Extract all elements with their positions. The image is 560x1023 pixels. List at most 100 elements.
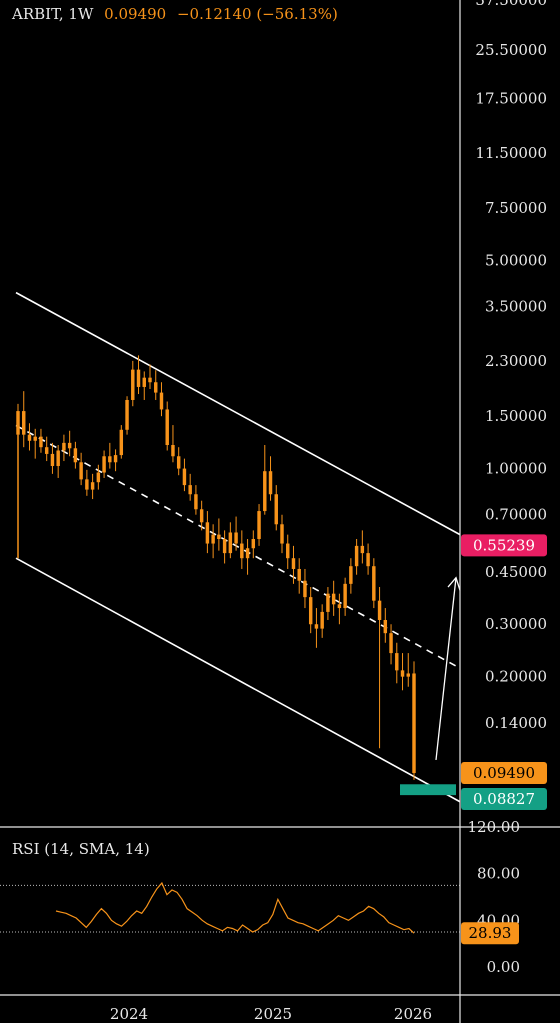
candle-body <box>240 543 244 559</box>
rsi-tick-label: 0.00 <box>487 958 520 976</box>
price-tick-label: 0.30000 <box>485 615 547 633</box>
candle-body <box>234 532 238 544</box>
candle-body <box>263 471 267 512</box>
candle-body <box>257 511 261 540</box>
time-tick-label: 2025 <box>254 1005 292 1023</box>
candle-body <box>286 543 290 559</box>
candle-body <box>268 471 273 495</box>
candle-body <box>366 553 370 567</box>
candle-body <box>50 453 55 467</box>
candle-body <box>85 479 89 490</box>
channel-mid-line <box>15 424 461 669</box>
time-axis: 2024 2025 2026 <box>110 1005 432 1023</box>
rsi-line <box>55 881 415 934</box>
candle-body <box>27 434 32 441</box>
candle-body <box>136 369 141 387</box>
candle-body <box>343 583 347 609</box>
candle-body <box>56 450 60 467</box>
support-zone <box>400 784 456 796</box>
candle-body <box>291 558 296 569</box>
candle-body <box>16 411 20 435</box>
price-tick-label: 5.00000 <box>485 252 547 270</box>
price-badge-label: 0.55239 <box>473 536 535 554</box>
chart-header: ARBIT, 1W 0.09490 −0.12140 (−56.13%) <box>12 5 338 23</box>
candle-body <box>320 611 324 629</box>
price-badge-label: 0.09490 <box>473 764 535 782</box>
candle-body <box>331 593 336 605</box>
candle-body <box>217 534 221 540</box>
candle-body <box>182 468 187 486</box>
candle-body <box>188 485 192 495</box>
candle-body <box>412 673 416 774</box>
candle-body <box>245 548 250 559</box>
channel-upper-line <box>15 291 461 536</box>
candle-body <box>119 429 124 456</box>
candle-body <box>383 620 388 634</box>
candle-body <box>372 566 376 601</box>
candle-body <box>62 442 66 451</box>
candle-body <box>165 409 169 446</box>
candle-body <box>90 482 95 490</box>
candle-body <box>67 442 72 449</box>
candle-body <box>297 568 301 581</box>
rsi-title: RSI (14, SMA, 14) <box>12 840 150 858</box>
candle-body <box>199 509 204 523</box>
candle-body <box>389 633 393 654</box>
candle-body <box>33 436 37 441</box>
last-price: 0.09490 <box>104 5 167 23</box>
candle-body <box>131 369 135 400</box>
candle-body <box>406 673 410 677</box>
symbol-label: ARBIT, 1W <box>12 5 94 23</box>
projection-arrow-head <box>447 576 461 591</box>
price-tick-label: 17.50000 <box>475 90 547 108</box>
candle-body <box>79 462 83 480</box>
candle-body <box>326 593 330 612</box>
price-change: −0.12140 (−56.13%) <box>176 5 338 23</box>
candle-body <box>349 566 353 584</box>
candle-body <box>154 382 158 393</box>
candle-body <box>354 545 359 567</box>
rsi-badge <box>461 922 519 945</box>
candle-body <box>125 399 129 430</box>
price-tick-label: 1.00000 <box>485 460 547 478</box>
candle-body <box>102 456 106 473</box>
channel-lower-line <box>15 557 461 803</box>
price-tick-label: 37.50000 <box>475 0 547 9</box>
rsi-badge-label: 28.93 <box>469 924 512 942</box>
candle-body <box>73 448 78 463</box>
candle-body <box>314 624 319 629</box>
projection-arrow <box>435 577 457 761</box>
candle-series <box>16 355 416 780</box>
candle-body <box>377 600 382 621</box>
rsi-tick-label: 80.00 <box>477 865 520 883</box>
candle-body <box>159 392 164 410</box>
candle-body <box>39 436 43 448</box>
candle-body <box>303 580 307 598</box>
price-tick-label: 1.50000 <box>485 407 547 425</box>
candle-body <box>222 539 227 554</box>
price-axis-ticks: 37.50000 25.50000 17.50000 11.50000 7.50000 5… <box>475 0 547 732</box>
price-tick-label: 0.20000 <box>485 668 547 686</box>
candle-body <box>113 455 118 463</box>
candle-body <box>22 411 26 435</box>
candle-body <box>205 522 210 544</box>
price-tick-label: 3.50000 <box>485 298 547 316</box>
price-tick-label: 0.14000 <box>485 714 547 732</box>
price-badge <box>461 534 547 557</box>
candle-body <box>228 532 233 554</box>
candle-body <box>194 494 198 510</box>
candle-body <box>108 456 112 463</box>
candle-body <box>44 447 49 454</box>
price-badge-label: 0.08827 <box>473 790 535 808</box>
candle-body <box>96 472 101 483</box>
price-tick-label: 7.50000 <box>485 199 547 217</box>
channel-lines <box>15 291 461 803</box>
price-tick-label: 25.50000 <box>475 41 547 59</box>
time-tick-label: 2026 <box>394 1005 432 1023</box>
candle-body <box>142 377 146 387</box>
candle-body <box>395 653 399 671</box>
price-tick-label: 11.50000 <box>475 144 547 162</box>
candle-body <box>400 670 405 677</box>
